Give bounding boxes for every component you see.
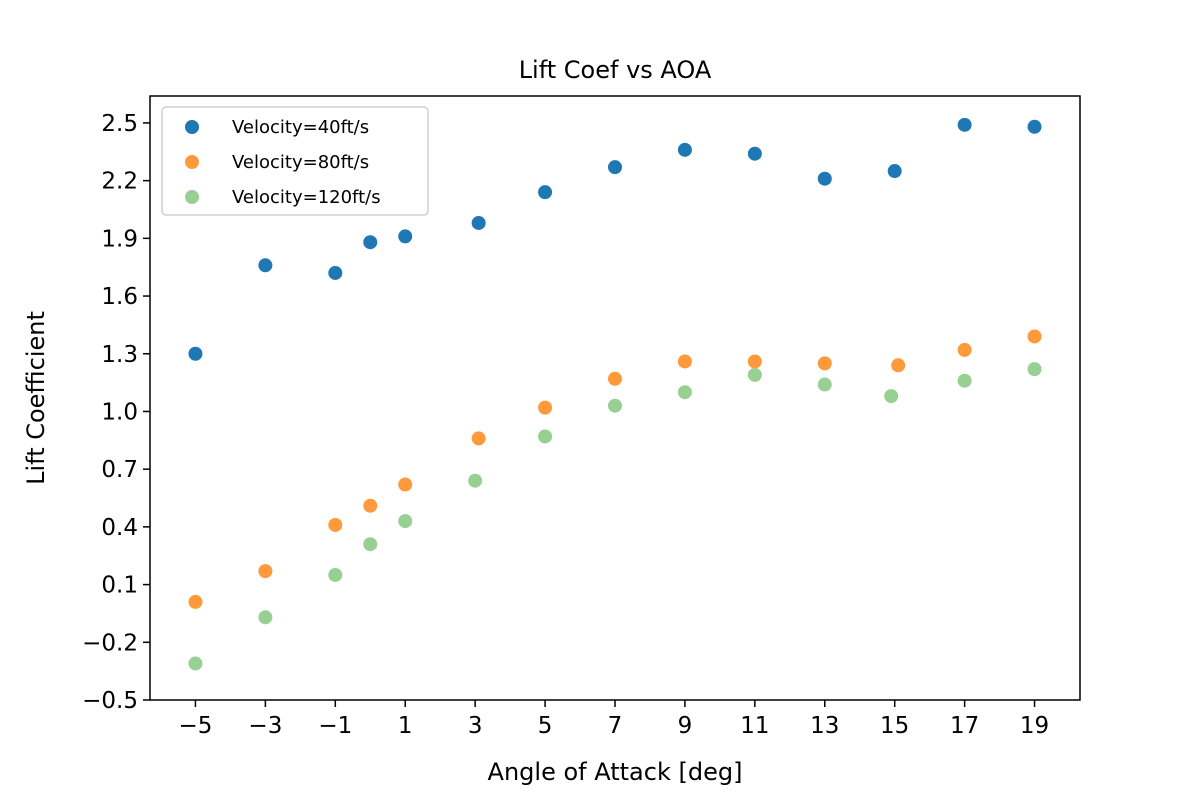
data-point bbox=[538, 185, 553, 200]
data-point bbox=[891, 358, 906, 373]
y-tick-label: 2.5 bbox=[101, 111, 138, 137]
data-point bbox=[677, 385, 692, 400]
x-tick-label: 7 bbox=[608, 713, 623, 739]
y-tick-label: 1.6 bbox=[101, 284, 138, 310]
data-point bbox=[471, 431, 486, 446]
y-tick-label: 1.3 bbox=[101, 342, 138, 368]
data-point bbox=[884, 389, 899, 404]
plot-area: −5 −3 −1 1 3 5 7 9 11 13 15 17 19−0.5−0.20.10.40.71.… bbox=[82, 95, 1081, 739]
data-point bbox=[328, 265, 343, 280]
legend-label: Velocity=40ft/s bbox=[232, 117, 369, 138]
y-tick-label: 0.1 bbox=[101, 573, 138, 599]
legend-label: Velocity=80ft/s bbox=[232, 152, 369, 173]
data-point bbox=[468, 473, 483, 488]
x-axis-label: Angle of Attack [deg] bbox=[488, 758, 743, 786]
legend: Velocity=40ft/s Velocity=80ft/s Velocity=1… bbox=[161, 106, 429, 216]
x-tick-label: 15 bbox=[880, 713, 909, 739]
x-tick-label: −3 bbox=[248, 713, 282, 739]
legend-label: Velocity=120ft/s bbox=[232, 187, 381, 208]
data-point bbox=[887, 164, 902, 179]
data-point bbox=[258, 564, 273, 579]
y-tick-label: 2.2 bbox=[101, 169, 138, 195]
series-1 bbox=[188, 117, 1042, 361]
x-tick-label: 19 bbox=[1020, 713, 1049, 739]
y-tick-label: −0.2 bbox=[82, 630, 138, 656]
x-tick-label: −1 bbox=[318, 713, 352, 739]
legend-box bbox=[161, 106, 429, 216]
data-point bbox=[471, 215, 486, 230]
data-point bbox=[957, 342, 972, 357]
data-point bbox=[817, 377, 832, 392]
data-point bbox=[363, 235, 378, 250]
data-point bbox=[817, 171, 832, 186]
data-point bbox=[957, 117, 972, 132]
data-point bbox=[258, 258, 273, 273]
x-tick-label: 9 bbox=[678, 713, 693, 739]
data-point bbox=[363, 498, 378, 513]
legend-marker bbox=[185, 190, 199, 204]
data-point bbox=[188, 594, 203, 609]
data-point bbox=[538, 400, 553, 415]
data-point bbox=[1027, 329, 1042, 344]
legend-marker bbox=[185, 120, 199, 134]
data-point bbox=[747, 146, 762, 161]
data-point bbox=[1027, 362, 1042, 377]
data-point bbox=[747, 367, 762, 382]
x-tick-label: 5 bbox=[538, 713, 553, 739]
data-point bbox=[328, 567, 343, 582]
data-point bbox=[817, 356, 832, 371]
x-tick-label: −5 bbox=[178, 713, 212, 739]
axes-frame bbox=[149, 95, 1081, 701]
data-point bbox=[1027, 119, 1042, 134]
data-point bbox=[188, 656, 203, 671]
data-point bbox=[258, 610, 273, 625]
data-point bbox=[677, 142, 692, 157]
y-axis-label: Lift Coefficient bbox=[22, 311, 50, 485]
legend-marker bbox=[185, 155, 199, 169]
data-point bbox=[608, 398, 622, 413]
data-point bbox=[747, 354, 762, 369]
x-tick-label: 3 bbox=[468, 713, 483, 739]
x-tick-label: 11 bbox=[740, 713, 769, 739]
data-point bbox=[328, 517, 343, 532]
x-tick-label: 17 bbox=[950, 713, 979, 739]
data-point bbox=[538, 429, 553, 444]
chart-title: Lift Coef vs AOA bbox=[519, 56, 712, 84]
y-tick-label: 0.7 bbox=[101, 457, 138, 483]
data-point bbox=[957, 373, 972, 388]
data-point bbox=[363, 537, 378, 552]
x-tick-label: 13 bbox=[810, 713, 839, 739]
y-tick-label: −0.5 bbox=[82, 688, 138, 714]
data-point bbox=[188, 346, 203, 361]
data-point bbox=[398, 514, 413, 529]
data-point bbox=[677, 354, 692, 369]
data-point bbox=[608, 371, 622, 386]
y-tick-label: 1.0 bbox=[101, 399, 138, 425]
data-point bbox=[398, 229, 413, 244]
data-point bbox=[608, 160, 622, 175]
y-tick-label: 0.4 bbox=[101, 515, 138, 541]
data-point bbox=[398, 477, 413, 492]
x-tick-label: 1 bbox=[398, 713, 413, 739]
y-tick-label: 1.9 bbox=[101, 226, 138, 252]
series-3 bbox=[188, 362, 1042, 671]
series-2 bbox=[188, 329, 1042, 609]
